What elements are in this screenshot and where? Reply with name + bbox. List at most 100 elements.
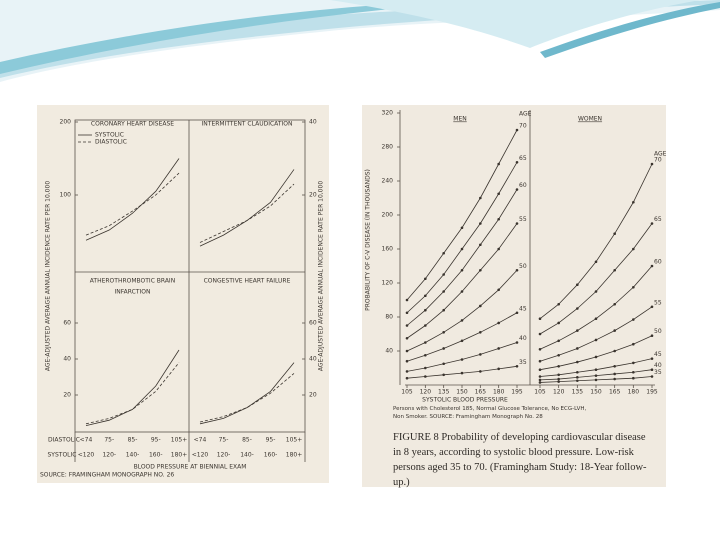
- x-tick-label: 75-: [219, 437, 229, 444]
- x-tick-label: 105: [534, 389, 546, 396]
- y-tick-label: 20: [309, 392, 317, 399]
- series-line: [199, 362, 295, 425]
- x-tick-label: 120: [420, 389, 432, 396]
- series-line: [199, 183, 295, 243]
- y-tick-label: 40: [63, 356, 71, 363]
- x-tick-label: <120: [192, 452, 209, 459]
- x-tick-label: 85-: [128, 437, 138, 444]
- series-line: [539, 306, 653, 362]
- series-label: 50: [519, 263, 527, 270]
- y-axis-label: AGE-ADJUSTED AVERAGE ANNUAL INCIDENCE RA…: [45, 181, 52, 371]
- y-tick-label: 60: [309, 320, 317, 327]
- x-tick-label: 180+: [171, 452, 187, 459]
- panel-title: MEN: [453, 116, 466, 123]
- x-axis-label: BLOOD PRESSURE AT BIENNIAL EXAM: [134, 464, 247, 471]
- panel-title: WOMEN: [578, 116, 602, 123]
- source: SOURCE: FRAMINGHAM MONOGRAPH NO. 26: [40, 472, 174, 479]
- series-label: 65: [519, 155, 527, 162]
- x-tick-label: 160-: [264, 452, 278, 459]
- x-tick-label: 105+: [171, 437, 187, 444]
- y-tick-label: 100: [60, 192, 72, 199]
- series-line: [539, 376, 653, 383]
- series-line: [406, 269, 518, 352]
- row-label: DIASTOLIC: [48, 437, 80, 444]
- series-label: 55: [519, 216, 527, 223]
- point: [538, 378, 542, 382]
- panel-title: INTERMITTENT CLAUDICATION: [202, 121, 293, 128]
- panel-title: CONGESTIVE HEART FAILURE: [204, 278, 291, 285]
- caption: up.): [393, 477, 410, 488]
- y-tick-label: 20: [63, 392, 71, 399]
- x-tick-label: 85-: [242, 437, 252, 444]
- series-line: [85, 158, 180, 241]
- y-tick-label: 80: [385, 314, 393, 321]
- x-tick-label: 165: [609, 389, 621, 396]
- x-tick-label: 75-: [104, 437, 114, 444]
- right-figure: [362, 105, 666, 487]
- left-figure: [37, 105, 329, 483]
- x-axis-label: SYSTOLIC BLOOD PRESSURE: [422, 397, 508, 404]
- x-tick-label: 180+: [286, 452, 302, 459]
- x-tick-label: 120-: [217, 452, 231, 459]
- series-line: [406, 189, 518, 326]
- x-tick-label: 180: [493, 389, 505, 396]
- note: Persons with Cholesterol 185, Normal Glu…: [393, 406, 586, 412]
- series-label: 45: [654, 351, 662, 358]
- y-tick-label: 240: [382, 178, 394, 185]
- y-tick-label: 20: [309, 192, 317, 199]
- y-tick-label: 40: [385, 348, 393, 355]
- y-tick-label: 320: [382, 110, 394, 117]
- y-tick-label: 120: [382, 280, 394, 287]
- series-label: 50: [654, 328, 662, 335]
- series-line: [406, 312, 518, 362]
- x-tick-label: 135: [438, 389, 450, 396]
- series-label: 35: [654, 369, 662, 376]
- series-label: 40: [654, 362, 662, 369]
- panel-title: ATHEROTHROMBOTIC BRAIN: [90, 278, 175, 285]
- x-tick-label: 180: [628, 389, 640, 396]
- series-line: [85, 349, 180, 426]
- age-label: AGE: [519, 111, 532, 118]
- x-tick-label: 95-: [151, 437, 161, 444]
- series-line: [539, 163, 653, 320]
- series-line: [85, 362, 180, 425]
- x-tick-label: 135: [572, 389, 584, 396]
- y-tick-label: 200: [60, 119, 72, 126]
- y-axis-label: PROBABILITY OF C-V DISEASE (IN THOUSANDS…: [365, 169, 372, 311]
- y-tick-label: 40: [309, 356, 317, 363]
- x-tick-label: 160-: [149, 452, 163, 459]
- y-tick-label: 60: [63, 320, 71, 327]
- series-label: 70: [654, 157, 662, 164]
- x-tick-label: 120-: [102, 452, 116, 459]
- series-line: [199, 373, 295, 423]
- series-line: [85, 172, 180, 236]
- series-label: 60: [654, 259, 662, 266]
- series-label: 35: [519, 359, 527, 366]
- series-line: [539, 265, 653, 350]
- y-tick-label: 40: [309, 119, 317, 126]
- x-tick-label: 140-: [240, 452, 254, 459]
- series-label: 55: [654, 299, 662, 306]
- x-tick-label: 150: [456, 389, 468, 396]
- x-tick-label: <120: [78, 452, 95, 459]
- series-label: 40: [519, 335, 527, 342]
- x-tick-label: <74: [194, 437, 207, 444]
- note: Non Smoker. SOURCE: Framingham Monograph…: [393, 414, 543, 420]
- series-line: [539, 223, 653, 335]
- series-line: [539, 369, 653, 381]
- x-tick-label: 150: [590, 389, 602, 396]
- age-label: AGE: [654, 151, 667, 158]
- series-label: 65: [654, 216, 662, 223]
- caption: FIGURE 8 Probability of developing cardi…: [393, 432, 646, 443]
- series-line: [406, 223, 518, 339]
- series-line: [539, 358, 653, 377]
- x-tick-label: 120: [553, 389, 565, 396]
- x-tick-label: 165: [475, 389, 487, 396]
- legend-label: DIASTOLIC: [95, 139, 127, 146]
- y-tick-label: 280: [382, 144, 394, 151]
- series-line: [539, 335, 653, 371]
- legend-label: SYSTOLIC: [95, 132, 124, 139]
- point: [405, 370, 409, 373]
- panel-title: INFARCTION: [115, 289, 151, 296]
